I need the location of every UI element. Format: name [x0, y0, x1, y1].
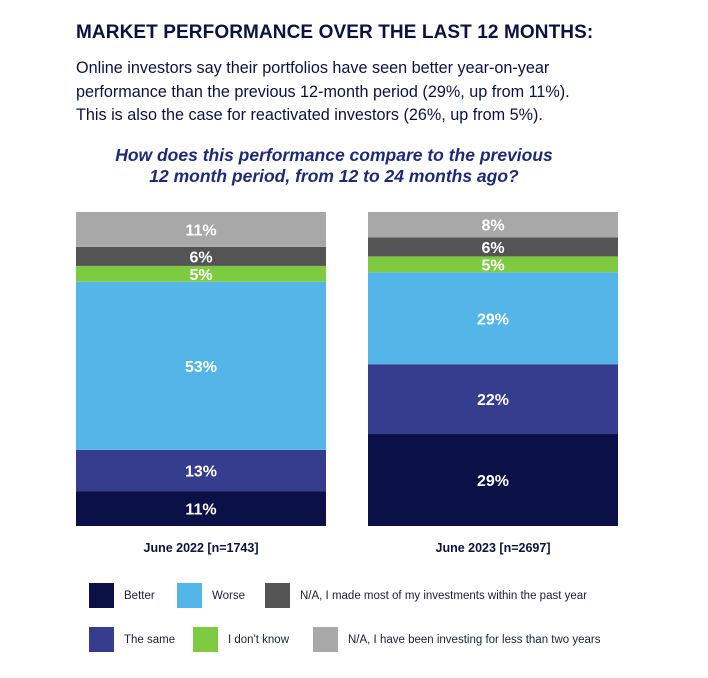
category-label-2: June 2023 [n=2697]: [436, 541, 551, 555]
intro-line-3: This is also the case for reactivated in…: [76, 106, 543, 124]
legend-label-na-recent: N/A, I made most of my investments withi…: [300, 589, 587, 602]
legend-swatch-na-new: [313, 627, 338, 652]
legend-swatch-the-same: [89, 627, 114, 652]
legend-label-the-same: The same: [124, 633, 176, 646]
intro-line-2: performance than the previous 12-month p…: [76, 82, 570, 101]
legend-label-worse: Worse: [212, 589, 246, 602]
data-label-i-don-t-know-2: 5%: [481, 257, 504, 274]
bar-segment-n-a-i-made-most-of-my-investments-within-the-past-year-2: [368, 237, 618, 257]
legend-item-worse: Worse: [177, 583, 245, 608]
intro-line-1: Online investors say their portfolios ha…: [76, 59, 550, 77]
category-label-1: June 2022 [n=1743]: [144, 541, 259, 555]
legend-label-dont-know: I don't know: [228, 633, 290, 646]
bar-segment-the-same-1: [76, 449, 326, 492]
page-title: MARKET PERFORMANCE OVER THE LAST 12 MONT…: [76, 22, 594, 43]
data-label-better-1: 11%: [185, 502, 216, 519]
bar-segment-n-a-i-made-most-of-my-investments-within-the-past-year-1: [76, 246, 326, 266]
data-label-worse-2: 29%: [477, 311, 509, 328]
legend-item-na-recent: N/A, I made most of my investments withi…: [265, 583, 587, 608]
legend-swatch-dont-know: [193, 627, 218, 652]
legend-swatch-worse: [177, 583, 202, 608]
legend-item-na-new: N/A, I have been investing for less than…: [313, 627, 601, 652]
bar-segment-worse-2: [368, 272, 618, 365]
legend-label-na-new: N/A, I have been investing for less than…: [348, 633, 601, 646]
bar-segment-i-don-t-know-1: [76, 265, 326, 282]
data-label-i-don-t-know-1: 5%: [189, 267, 212, 284]
question-line-2: 12 month period, from 12 to 24 months ag…: [149, 166, 519, 186]
data-label-worse-1: 53%: [185, 359, 217, 376]
legend-swatch-na-recent: [265, 583, 290, 608]
data-label-n-a-i-have-been-investing-for-less-than-two-years-2: 8%: [481, 218, 504, 235]
bar-segment-n-a-i-have-been-investing-for-less-than-two-years-2: [368, 212, 618, 238]
legend-item-dont-know: I don't know: [193, 627, 289, 652]
question-line-1: How does this performance compare to the…: [115, 145, 553, 165]
bar-segment-i-don-t-know-2: [368, 256, 618, 273]
data-label-n-a-i-have-been-investing-for-less-than-two-years-1: 11%: [185, 222, 216, 239]
data-label-the-same-1: 13%: [185, 463, 217, 480]
legend-item-the-same: The same: [89, 627, 175, 652]
data-label-n-a-i-made-most-of-my-investments-within-the-past-year-2: 6%: [481, 240, 504, 257]
legend-swatch-better: [89, 583, 114, 608]
bar-segment-the-same-2: [368, 364, 618, 435]
data-label-the-same-2: 22%: [477, 392, 509, 409]
bar-segment-better-2: [368, 434, 618, 526]
bar-segment-worse-1: [76, 281, 326, 450]
chart-question: How does this performance compare to the…: [0, 145, 668, 187]
data-label-better-2: 29%: [477, 473, 509, 490]
legend-item-better: Better: [89, 583, 155, 608]
legend-label-better: Better: [124, 589, 155, 602]
intro-text: Online investors say their portfolios ha…: [76, 57, 636, 128]
bar-segment-n-a-i-have-been-investing-for-less-than-two-years-1: [76, 212, 326, 247]
bar-segment-better-1: [76, 491, 326, 526]
data-label-n-a-i-made-most-of-my-investments-within-the-past-year-1: 6%: [189, 249, 212, 266]
